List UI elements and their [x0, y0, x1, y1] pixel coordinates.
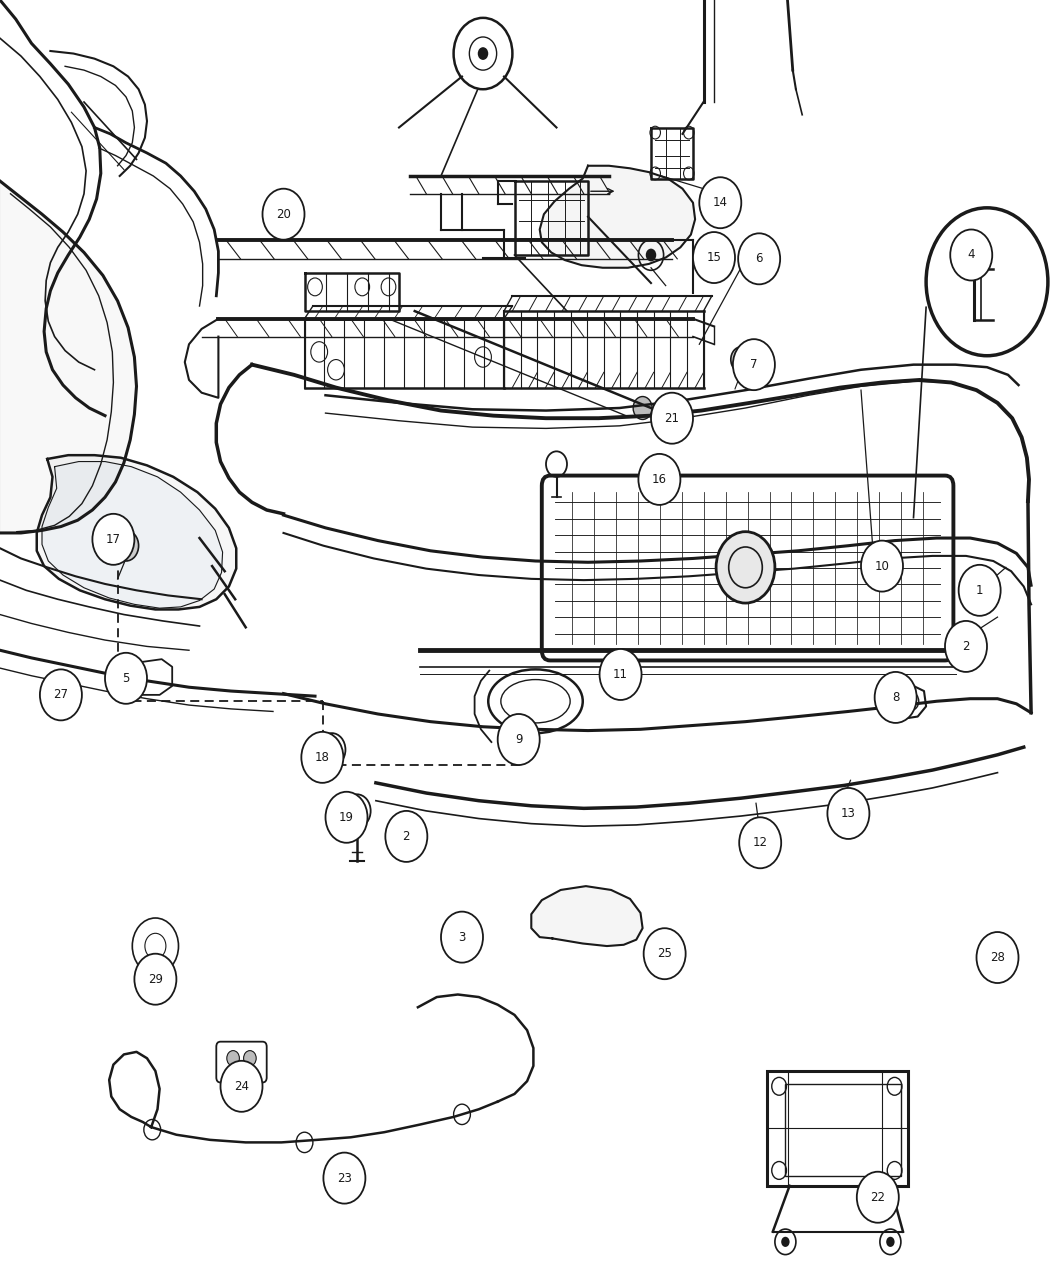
Circle shape	[959, 565, 1001, 616]
Circle shape	[731, 347, 752, 372]
Polygon shape	[37, 455, 236, 609]
Circle shape	[976, 932, 1018, 983]
Text: 25: 25	[657, 947, 672, 960]
Circle shape	[113, 530, 139, 561]
Text: 2: 2	[402, 830, 411, 843]
Circle shape	[716, 532, 775, 603]
Text: 4: 4	[967, 249, 975, 261]
Circle shape	[827, 788, 869, 839]
Text: 29: 29	[148, 973, 163, 986]
Text: 13: 13	[841, 807, 856, 820]
Circle shape	[861, 541, 903, 592]
Circle shape	[40, 669, 82, 720]
Text: 14: 14	[713, 196, 728, 209]
Text: 12: 12	[753, 836, 768, 849]
Text: 11: 11	[613, 668, 628, 681]
Text: 20: 20	[276, 208, 291, 221]
Circle shape	[875, 672, 917, 723]
Text: 2: 2	[962, 640, 970, 653]
Text: 7: 7	[750, 358, 758, 371]
Circle shape	[323, 1153, 365, 1204]
Circle shape	[326, 792, 368, 843]
Circle shape	[227, 1051, 239, 1066]
Circle shape	[693, 232, 735, 283]
Text: 16: 16	[652, 473, 667, 486]
Circle shape	[134, 954, 176, 1005]
Text: 23: 23	[337, 1172, 352, 1184]
Text: 18: 18	[315, 751, 330, 764]
Text: 3: 3	[458, 931, 466, 944]
Circle shape	[945, 621, 987, 672]
Text: 24: 24	[234, 1080, 249, 1093]
Circle shape	[886, 1237, 895, 1247]
Polygon shape	[42, 462, 223, 608]
Circle shape	[926, 208, 1048, 356]
Circle shape	[633, 397, 652, 419]
Text: 15: 15	[707, 251, 721, 264]
Circle shape	[92, 514, 134, 565]
Circle shape	[600, 649, 642, 700]
Text: 8: 8	[891, 691, 900, 704]
Circle shape	[105, 653, 147, 704]
Circle shape	[781, 1237, 790, 1247]
Circle shape	[262, 189, 304, 240]
Circle shape	[646, 249, 656, 261]
Circle shape	[651, 393, 693, 444]
Circle shape	[478, 47, 488, 60]
Circle shape	[498, 714, 540, 765]
Text: 17: 17	[106, 533, 121, 546]
Text: 1: 1	[975, 584, 984, 597]
Text: 28: 28	[990, 951, 1005, 964]
Circle shape	[733, 339, 775, 390]
Polygon shape	[540, 166, 695, 268]
Circle shape	[739, 817, 781, 868]
Polygon shape	[0, 181, 136, 533]
Polygon shape	[531, 886, 643, 946]
Circle shape	[385, 811, 427, 862]
Circle shape	[638, 454, 680, 505]
Circle shape	[738, 233, 780, 284]
Text: 10: 10	[875, 560, 889, 572]
Circle shape	[950, 230, 992, 280]
Text: 5: 5	[122, 672, 130, 685]
Circle shape	[220, 1061, 262, 1112]
Circle shape	[857, 1172, 899, 1223]
Text: 6: 6	[755, 252, 763, 265]
Text: 22: 22	[870, 1191, 885, 1204]
Circle shape	[301, 732, 343, 783]
Circle shape	[244, 1051, 256, 1066]
Circle shape	[699, 177, 741, 228]
Circle shape	[441, 912, 483, 963]
Text: 9: 9	[514, 733, 523, 746]
Text: 27: 27	[54, 688, 68, 701]
Text: 19: 19	[339, 811, 354, 824]
Text: 21: 21	[665, 412, 679, 425]
Circle shape	[644, 928, 686, 979]
